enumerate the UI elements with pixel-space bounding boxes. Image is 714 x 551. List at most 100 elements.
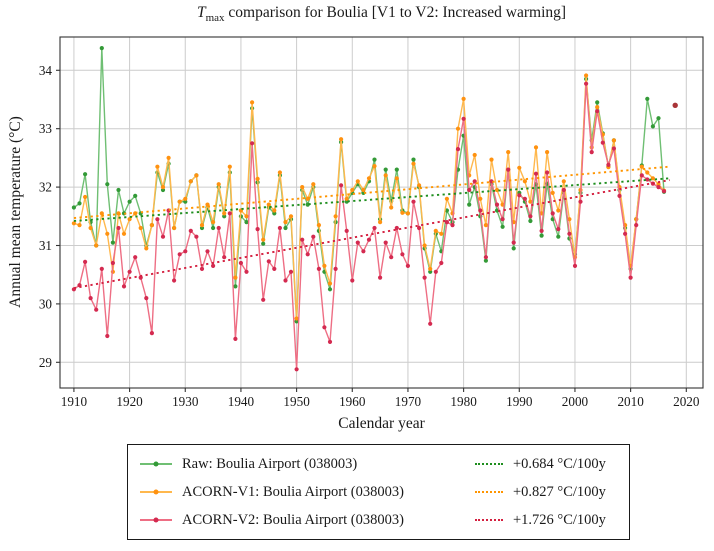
series-marker <box>300 237 305 242</box>
series-marker <box>216 182 221 187</box>
series-marker <box>383 167 388 172</box>
series-marker <box>478 196 483 201</box>
series-marker <box>361 190 366 195</box>
v2-line-sample-icon <box>140 517 172 523</box>
series-marker <box>411 157 416 162</box>
series-marker <box>483 255 488 260</box>
title-variable-subscript: max <box>205 12 225 25</box>
series-marker <box>561 187 566 193</box>
series-marker <box>88 225 93 231</box>
series-marker <box>255 227 260 232</box>
series-marker <box>222 214 227 219</box>
y-tick-label: 31 <box>39 238 52 253</box>
series-marker <box>494 208 500 213</box>
series-marker <box>199 223 205 228</box>
series-marker <box>639 173 644 178</box>
x-tick-label: 1960 <box>339 394 366 409</box>
trend-line-2 <box>73 179 670 290</box>
series-marker <box>194 234 199 239</box>
x-tick-label: 1970 <box>395 394 422 409</box>
series-marker <box>556 208 561 213</box>
series-marker <box>645 177 650 182</box>
series-marker <box>411 161 416 166</box>
series-marker <box>511 240 516 245</box>
series-marker <box>121 284 127 289</box>
series-marker <box>500 224 505 229</box>
series-marker <box>661 189 667 194</box>
series-marker <box>333 214 338 219</box>
series-marker <box>550 211 555 216</box>
trend-line-0 <box>73 177 670 222</box>
series-marker <box>494 202 500 207</box>
title-text: comparison for Boulia [V1 to V2: Increas… <box>224 4 567 21</box>
series-marker <box>205 249 210 254</box>
series-marker <box>183 199 188 204</box>
series-marker <box>528 218 533 224</box>
series-marker <box>77 223 82 228</box>
series-marker <box>366 176 372 181</box>
v1-line-sample-icon <box>140 489 172 495</box>
series-marker <box>428 321 433 326</box>
series-marker <box>83 259 88 264</box>
series-marker <box>522 196 528 201</box>
series-marker <box>255 176 260 181</box>
series-marker <box>361 249 366 254</box>
series-marker <box>467 187 472 193</box>
series-marker <box>244 214 249 219</box>
series-marker <box>266 259 271 264</box>
series-marker <box>411 199 416 204</box>
series-marker <box>283 220 288 225</box>
series-marker <box>322 325 327 330</box>
y-axis-label: Annual mean temperature (°C) <box>7 116 24 308</box>
series-marker <box>639 164 644 169</box>
series-marker <box>105 231 110 236</box>
series-marker <box>339 137 344 142</box>
series-marker <box>199 225 205 231</box>
v1-trend-sample-icon <box>475 491 503 493</box>
series-marker <box>261 237 266 242</box>
series-marker <box>378 275 383 280</box>
series-marker <box>528 214 533 219</box>
x-tick-label: 1950 <box>283 394 310 409</box>
series-marker <box>405 263 410 268</box>
series-marker <box>528 199 533 204</box>
series-marker <box>110 260 115 266</box>
series-marker <box>155 217 160 222</box>
series-marker <box>400 210 405 215</box>
series-marker <box>383 173 388 178</box>
x-tick-label: 1920 <box>116 394 143 409</box>
series-marker <box>244 220 249 225</box>
x-tick-label: 2000 <box>562 394 589 409</box>
legend-entry-v1: ACORN-V1: Boulia Airport (038003) <box>140 484 475 501</box>
series-marker <box>372 157 377 162</box>
data-series <box>71 46 678 372</box>
series-marker <box>344 196 349 201</box>
series-marker <box>595 100 600 105</box>
legend-entry-v1-trend: +0.827 °C/100y <box>475 484 629 501</box>
series-marker <box>650 124 656 129</box>
series-marker <box>428 266 433 271</box>
series-marker <box>455 126 461 131</box>
series-marker <box>311 234 316 239</box>
series-marker <box>99 266 104 271</box>
raw-trend-sample-icon <box>475 463 503 465</box>
title-variable: T <box>196 4 206 21</box>
series-marker <box>238 260 243 266</box>
series-marker <box>595 109 600 114</box>
series-marker <box>294 319 299 324</box>
series-marker <box>233 336 238 341</box>
series-marker <box>333 266 338 271</box>
y-tick-label: 29 <box>39 355 53 370</box>
series-marker <box>71 205 76 210</box>
series-marker <box>133 255 138 260</box>
series-marker <box>617 193 622 198</box>
series-marker <box>316 266 321 271</box>
x-axis-label: Calendar year <box>338 415 425 432</box>
series-marker <box>294 367 299 372</box>
series-marker <box>422 275 427 280</box>
series-marker <box>572 263 578 268</box>
series-marker <box>389 255 394 260</box>
series-marker <box>389 205 394 210</box>
series-marker <box>121 231 127 236</box>
